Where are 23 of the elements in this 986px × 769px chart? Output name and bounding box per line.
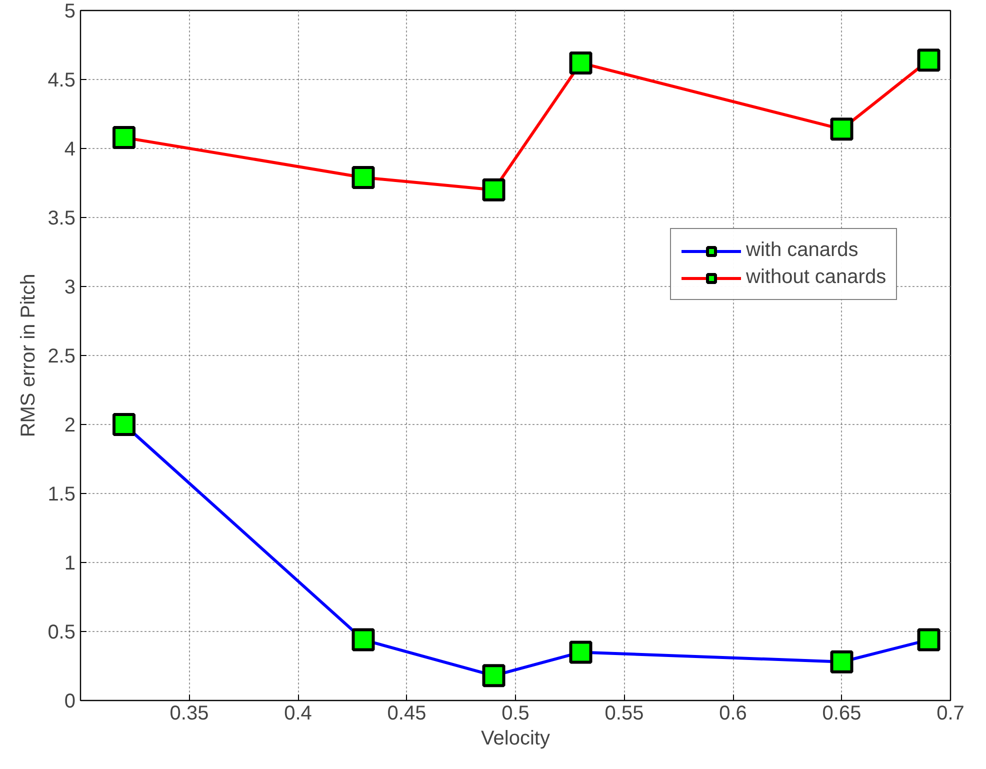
y-tick-label: 1.5 <box>48 484 76 506</box>
y-tick-label: 3 <box>64 276 76 298</box>
x-tick-label: 0.35 <box>170 702 209 724</box>
y-tick-label: 2.5 <box>48 346 76 368</box>
x-tick-label: 0.65 <box>822 702 862 724</box>
x-tick-label: 0.6 <box>719 702 747 724</box>
x-tick-label: 0.55 <box>604 702 644 724</box>
y-tick-label: 1 <box>64 552 76 574</box>
y-axis-title: RMS error in Pitch <box>18 274 40 438</box>
y-tick-label: 4.5 <box>48 70 76 92</box>
x-tick-label: 0.5 <box>502 702 530 724</box>
legend-label: with canards <box>746 239 858 262</box>
y-tick-label: 0.5 <box>48 622 76 644</box>
y-tick-label: 0 <box>64 690 76 712</box>
x-tick-label: 0.45 <box>387 702 426 724</box>
y-tick-label: 4 <box>64 138 76 160</box>
x-tick-label: 0.4 <box>284 702 312 724</box>
legend-label: without canards <box>746 266 886 289</box>
x-tick-label: 0.7 <box>936 702 964 724</box>
y-tick-label: 2 <box>64 414 76 436</box>
y-tick-label: 5 <box>64 0 76 22</box>
y-tick-label: 3.5 <box>48 208 76 230</box>
x-axis-title: Velocity <box>481 728 550 750</box>
